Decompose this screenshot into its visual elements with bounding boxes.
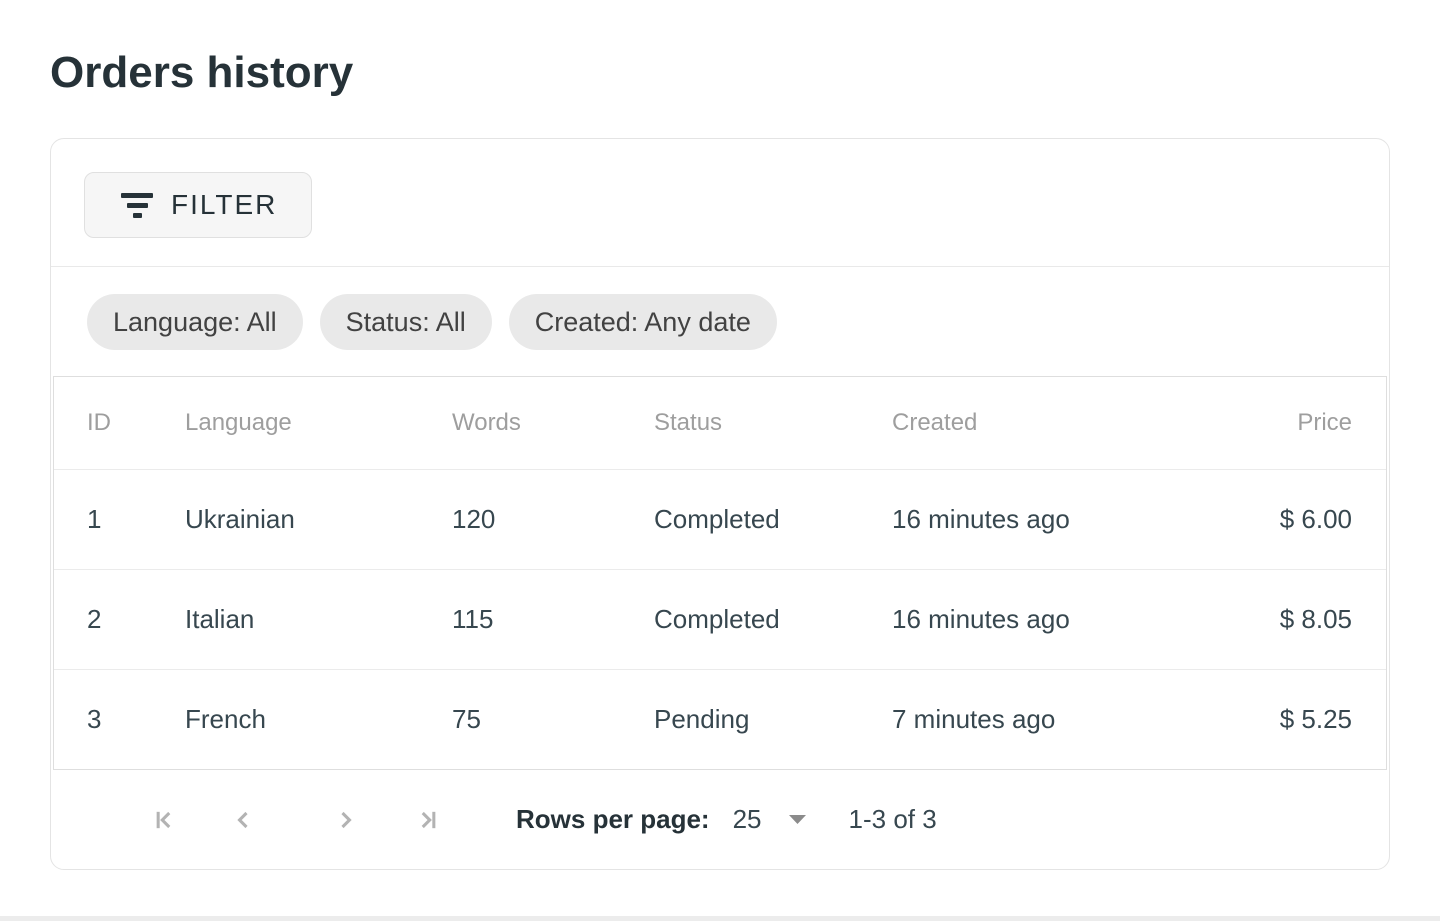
cell-created: 16 minutes ago	[892, 469, 1210, 570]
cell-language: Italian	[185, 569, 452, 670]
cell-language: French	[185, 704, 266, 734]
filter-toolbar: FILTER	[51, 139, 1389, 267]
filter-chips: Language: All Status: All Created: Any d…	[51, 267, 1389, 376]
cell-words: 115	[452, 569, 654, 670]
cell-status: Pending	[654, 704, 750, 734]
pagination-bar: Rows per page: 25 1-3 of 3	[51, 770, 1389, 869]
cell-id: 1	[54, 469, 185, 570]
cell-status: Completed	[654, 469, 892, 570]
page-bottom-edge	[0, 916, 1440, 921]
cell-created: 7 minutes ago	[892, 704, 1056, 734]
orders-table-panel: ID Language Words Status Created Price 1…	[53, 376, 1387, 770]
pagination-range: 1-3 of 3	[848, 804, 937, 834]
first-page-icon[interactable]	[150, 800, 178, 840]
cell-id: 2	[54, 569, 185, 670]
filter-button[interactable]: FILTER	[84, 172, 313, 238]
cell-status: Completed	[654, 569, 892, 670]
table-row[interactable]: 3 French 75 Pending 7 minutes ago $ 5.25	[54, 670, 1386, 770]
rows-per-page-label: Rows per page:	[516, 804, 710, 834]
rows-per-page-value: 25	[732, 804, 762, 834]
rows-per-page-select[interactable]: 25	[733, 804, 806, 835]
cell-price: $ 8.05	[1210, 569, 1386, 670]
next-page-icon[interactable]	[332, 800, 360, 840]
cell-language: Ukrainian	[185, 469, 452, 570]
page-title: Orders history	[50, 48, 354, 97]
column-header-created: Created	[892, 377, 1210, 470]
cell-price: $ 5.25	[1279, 704, 1352, 734]
table-row[interactable]: 1 Ukrainian 120 Completed 16 minutes ago $ 6.…	[54, 469, 1386, 570]
filter-list-icon	[121, 192, 153, 218]
dropdown-arrow-icon	[788, 815, 806, 824]
cell-words: 120	[452, 469, 654, 570]
column-header-id: ID	[54, 377, 185, 470]
chip-status[interactable]: Status: All	[319, 294, 492, 350]
orders-table: ID Language Words Status Created Price 1…	[54, 377, 1386, 769]
previous-page-icon[interactable]	[229, 800, 257, 840]
cell-price: $ 6.00	[1210, 469, 1386, 570]
cell-id: 3	[87, 704, 102, 734]
column-header-status: Status	[654, 377, 892, 470]
column-header-language: Language	[185, 377, 452, 470]
column-header-price: Price	[1210, 377, 1386, 470]
filter-button-label: FILTER	[171, 189, 278, 220]
cell-words: 75	[452, 704, 481, 734]
table-header: ID Language Words Status Created Price	[54, 377, 1386, 470]
orders-table-body: 1 Ukrainian 120 Completed 16 minutes ago $ 6.…	[54, 469, 1386, 770]
last-page-icon[interactable]	[414, 800, 442, 840]
table-row[interactable]: 2 Italian 115 Completed 16 minutes ago $ 8.05	[54, 569, 1386, 670]
chip-language[interactable]: Language: All	[87, 294, 303, 350]
chip-created[interactable]: Created: Any date	[508, 294, 777, 350]
column-header-words: Words	[452, 377, 654, 470]
cell-created: 16 minutes ago	[892, 569, 1210, 670]
orders-card: FILTER Language: All Status: All Created…	[50, 138, 1390, 870]
